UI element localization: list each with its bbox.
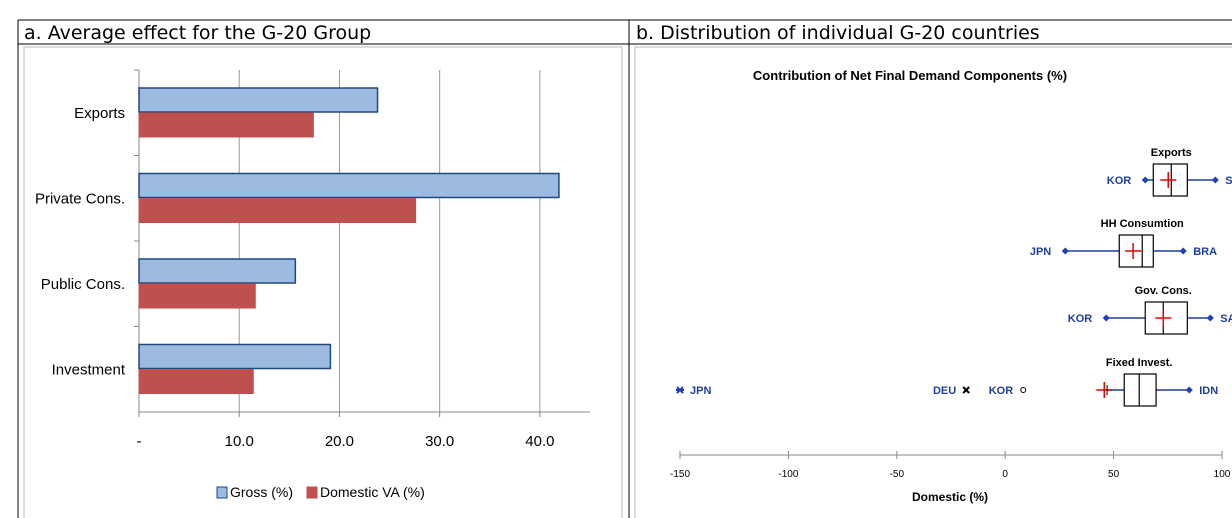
mean-marker xyxy=(1096,382,1113,398)
bar xyxy=(138,369,254,394)
chart-border xyxy=(634,46,1232,518)
bar xyxy=(138,112,314,138)
x-tick-label: 100 xyxy=(1214,469,1231,480)
whisker-label: KOR xyxy=(1107,175,1132,187)
x-tick-label: 0 xyxy=(1002,469,1008,480)
legend-swatch xyxy=(306,486,318,499)
whisker-label: SAU xyxy=(1220,313,1232,325)
whisker-label: JPN xyxy=(1030,246,1051,258)
outlier-label: JPN xyxy=(690,385,711,397)
y-tick-label: Private Cons. xyxy=(35,190,125,207)
whisker-label: IDN xyxy=(1199,385,1218,397)
whisker-end xyxy=(1179,247,1187,255)
bar xyxy=(138,198,417,223)
box xyxy=(1123,373,1157,407)
outlier xyxy=(1020,387,1027,393)
bar xyxy=(138,87,379,113)
legend-label: Gross (%) xyxy=(230,484,293,500)
outlier xyxy=(962,386,970,394)
whisker-end xyxy=(1141,176,1149,184)
panel-label: b. Distribution of individual G-20 count… xyxy=(636,22,1040,44)
y-tick-label: Public Cons. xyxy=(41,276,125,293)
y-tick-label: Exports xyxy=(74,105,125,122)
x-tick-label: -150 xyxy=(670,469,690,480)
x-tick-label: -50 xyxy=(890,469,905,480)
panel-label: a. Average effect for the G-20 Group xyxy=(24,22,371,44)
x-tick-label: 10.0 xyxy=(225,433,254,450)
whisker-label: KOR xyxy=(1068,313,1093,325)
whisker-end xyxy=(1185,386,1193,394)
whisker-end xyxy=(1206,314,1214,322)
x-tick-label: 20.0 xyxy=(325,433,354,450)
box-label: Exports xyxy=(1151,147,1192,159)
whisker-end xyxy=(1102,314,1110,322)
outlier-label: KOR xyxy=(989,385,1014,397)
legend-label: Domestic VA (%) xyxy=(320,484,425,500)
outlier xyxy=(676,386,684,394)
x-axis-label: Domestic (%) xyxy=(912,490,988,504)
outlier-label: DEU xyxy=(933,385,956,397)
bar xyxy=(138,172,560,199)
bar xyxy=(138,343,332,370)
x-tick-label: 40.0 xyxy=(525,433,554,450)
bar xyxy=(138,258,297,284)
x-tick-label: 30.0 xyxy=(425,433,454,450)
chart-title: Contribution of Net Final Demand Compone… xyxy=(753,68,1067,83)
mean-marker xyxy=(1125,243,1142,259)
whisker-end xyxy=(1211,176,1219,184)
whisker-end xyxy=(1061,247,1069,255)
legend-swatch xyxy=(216,486,228,499)
box-label: Gov. Cons. xyxy=(1135,285,1192,297)
chart-border xyxy=(23,46,623,518)
box-label: Fixed Invest. xyxy=(1106,357,1173,369)
bar xyxy=(138,283,256,309)
y-tick-label: Investment xyxy=(52,361,126,378)
mean-marker xyxy=(1160,172,1177,188)
whisker-label: SAU xyxy=(1225,175,1232,187)
mean-marker xyxy=(1155,310,1172,326)
box-label: HH Consumtion xyxy=(1101,218,1184,230)
x-tick-label: -100 xyxy=(778,469,798,480)
whisker-label: BRA xyxy=(1193,246,1217,258)
x-tick-label: - xyxy=(137,433,142,450)
x-tick-label: 50 xyxy=(1108,469,1120,480)
